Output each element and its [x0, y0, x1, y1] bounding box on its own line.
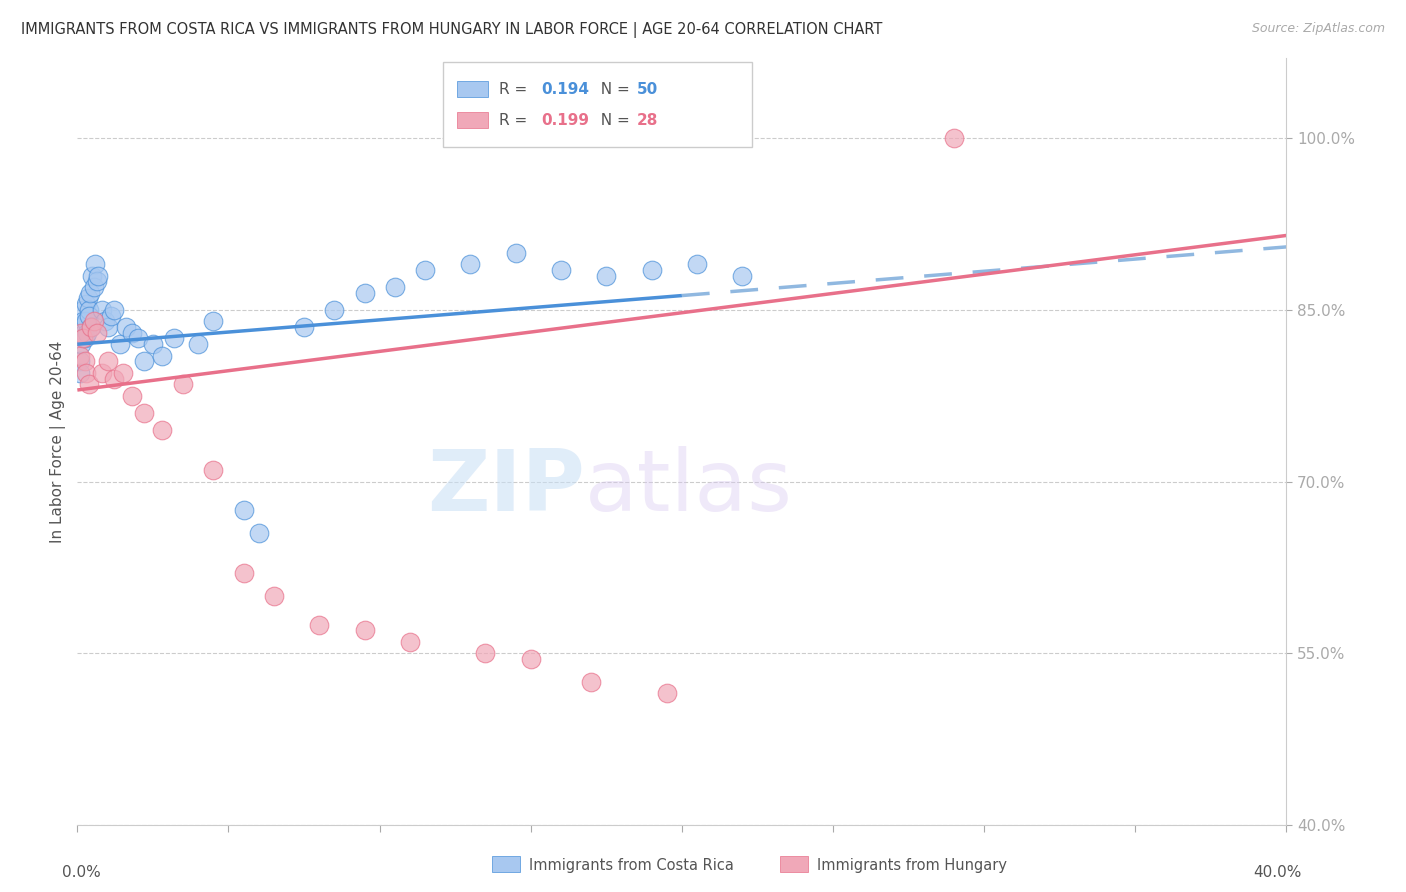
Text: atlas: atlas — [585, 446, 793, 529]
Point — [79, 309, 101, 323]
Point — [384, 280, 406, 294]
Point — [353, 285, 375, 300]
Point — [73, 326, 96, 340]
Point — [505, 245, 527, 260]
Point — [655, 686, 678, 700]
Point — [75, 314, 97, 328]
Point — [70, 320, 93, 334]
Point — [187, 337, 209, 351]
Point — [69, 366, 91, 380]
Point — [82, 268, 104, 283]
Point — [72, 302, 94, 317]
Point — [103, 302, 125, 317]
Point — [132, 406, 155, 420]
Point — [142, 337, 165, 351]
Point — [263, 589, 285, 603]
Text: ZIP: ZIP — [427, 446, 585, 529]
Point — [292, 320, 315, 334]
Text: 50: 50 — [637, 82, 658, 96]
Point — [83, 314, 105, 328]
Point — [73, 354, 96, 368]
Text: 0.194: 0.194 — [541, 82, 589, 96]
Point — [72, 331, 94, 345]
Text: 0.0%: 0.0% — [62, 865, 101, 880]
Point — [75, 366, 97, 380]
Point — [77, 302, 100, 317]
Point — [76, 326, 98, 340]
Point — [520, 652, 543, 666]
Point — [80, 320, 103, 334]
Point — [75, 297, 97, 311]
Text: R =: R = — [499, 113, 533, 128]
Point — [87, 268, 110, 283]
Point — [413, 262, 436, 277]
Point — [84, 257, 107, 271]
Point — [70, 337, 93, 351]
Point — [399, 635, 422, 649]
Point — [80, 320, 103, 334]
Point — [83, 280, 105, 294]
Point — [86, 326, 108, 340]
Point — [202, 314, 225, 328]
Point — [641, 262, 664, 277]
Point — [247, 526, 270, 541]
Point — [72, 314, 94, 328]
Point — [150, 349, 173, 363]
Point — [232, 566, 254, 581]
Point — [77, 292, 100, 306]
Point — [172, 377, 194, 392]
Point — [70, 326, 93, 340]
Point — [686, 257, 709, 271]
Y-axis label: In Labor Force | Age 20-64: In Labor Force | Age 20-64 — [51, 341, 66, 542]
Text: Immigrants from Hungary: Immigrants from Hungary — [817, 858, 1007, 872]
Text: N =: N = — [591, 113, 634, 128]
Point — [731, 268, 754, 283]
Point — [595, 268, 617, 283]
Point — [108, 337, 131, 351]
Point — [103, 371, 125, 385]
Point — [111, 366, 134, 380]
Point — [93, 314, 115, 328]
Point — [353, 624, 375, 638]
Text: Source: ZipAtlas.com: Source: ZipAtlas.com — [1251, 22, 1385, 36]
Point — [121, 326, 143, 340]
Point — [100, 309, 122, 323]
Point — [458, 257, 481, 271]
Text: 0.199: 0.199 — [541, 113, 589, 128]
Text: N =: N = — [591, 82, 634, 96]
Point — [90, 302, 112, 317]
Point — [121, 389, 143, 403]
Point — [127, 331, 149, 345]
Point — [308, 617, 330, 632]
Point — [79, 285, 101, 300]
Point — [550, 262, 572, 277]
Point — [86, 274, 108, 288]
Point — [90, 366, 112, 380]
Point — [96, 320, 118, 334]
Point — [114, 320, 136, 334]
Point — [474, 646, 496, 660]
Text: 28: 28 — [637, 113, 658, 128]
Text: Immigrants from Costa Rica: Immigrants from Costa Rica — [529, 858, 734, 872]
Point — [73, 331, 96, 345]
Point — [163, 331, 186, 345]
Point — [232, 503, 254, 517]
Point — [202, 463, 225, 477]
Text: 40.0%: 40.0% — [1253, 865, 1302, 880]
Point — [69, 354, 91, 368]
Text: R =: R = — [499, 82, 533, 96]
Point — [132, 354, 155, 368]
Point — [150, 423, 173, 437]
Point — [323, 302, 346, 317]
Point — [77, 377, 100, 392]
Point — [943, 131, 966, 145]
Point — [69, 349, 91, 363]
Point — [581, 675, 603, 690]
Point — [96, 354, 118, 368]
Text: IMMIGRANTS FROM COSTA RICA VS IMMIGRANTS FROM HUNGARY IN LABOR FORCE | AGE 20-64: IMMIGRANTS FROM COSTA RICA VS IMMIGRANTS… — [21, 22, 883, 38]
